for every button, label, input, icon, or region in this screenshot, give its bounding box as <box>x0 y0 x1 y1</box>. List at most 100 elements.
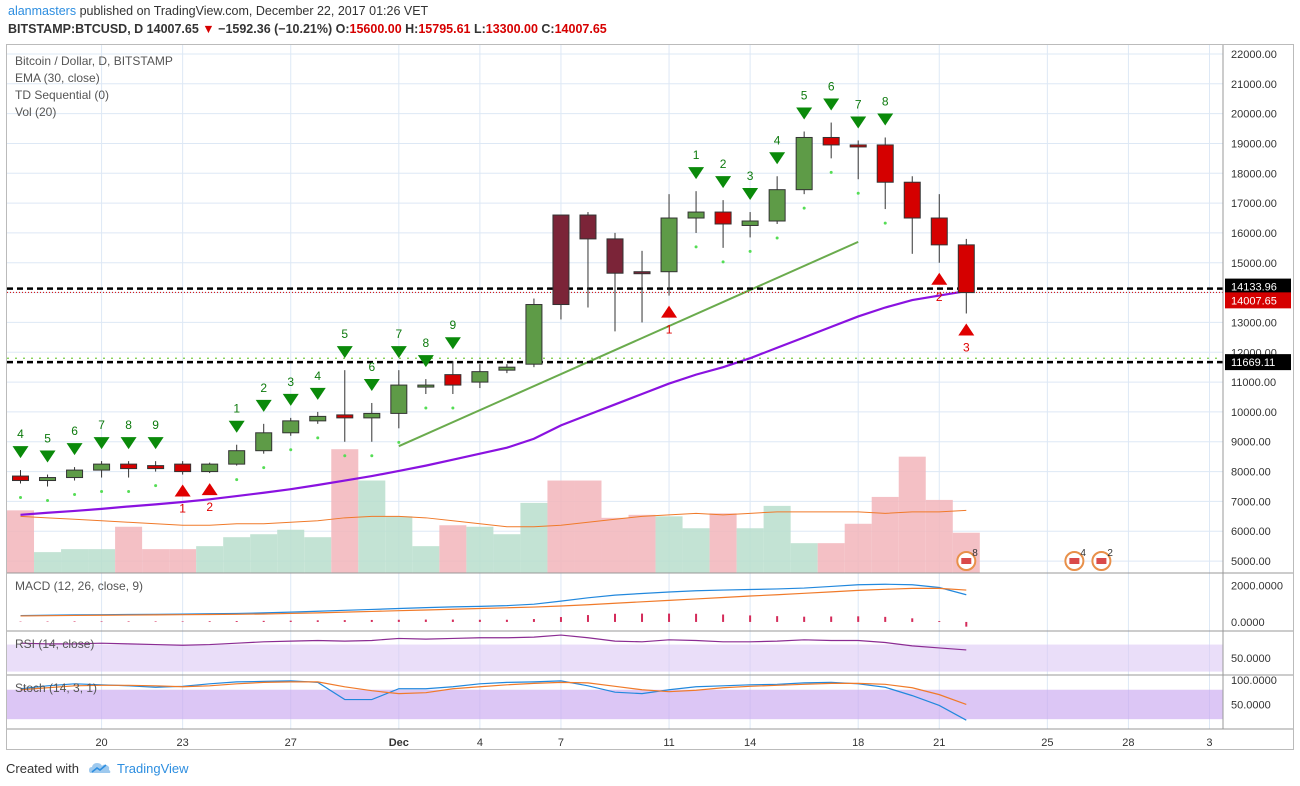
td-dot <box>775 236 779 240</box>
time-tick-label: 25 <box>1041 737 1053 749</box>
td-sell-count: 1 <box>693 148 700 162</box>
price-change: −1592.36 (−10.21%) <box>218 22 333 36</box>
event-flag-stripe <box>1096 558 1107 564</box>
level-badge <box>1225 278 1291 295</box>
td-buy-triangle <box>174 484 191 497</box>
price-tick-label: 20000.00 <box>1231 109 1277 121</box>
created-with-text: Created with <box>6 761 79 776</box>
td-sell-triangle <box>39 450 56 463</box>
price-tick-label: 17000.00 <box>1231 198 1277 210</box>
td-sell-count: 6 <box>828 80 835 94</box>
candle-body <box>417 384 435 388</box>
rsi-legend: RSI (14, close) <box>15 637 94 651</box>
tradingview-link[interactable]: TradingView <box>117 761 189 776</box>
td-dot <box>397 440 401 444</box>
macd-line <box>20 583 967 617</box>
td-dot <box>370 454 374 458</box>
level-badge <box>1225 292 1291 309</box>
author-link[interactable]: alanmasters <box>8 4 77 18</box>
macd-tick-label: 2000.0000 <box>1231 581 1283 593</box>
published-text: published on TradingView.com, December 2… <box>79 4 429 18</box>
volume-bar <box>871 496 899 573</box>
rsi-band <box>7 644 1223 672</box>
level-badge-label: 14133.96 <box>1231 282 1277 294</box>
volume-bar <box>304 537 332 573</box>
price-tick-label: 18000.00 <box>1231 168 1277 180</box>
candle-body <box>660 217 678 273</box>
legend-indicator: Vol (20) <box>15 105 56 119</box>
price-tick-label: 13000.00 <box>1231 317 1277 329</box>
candle-body <box>795 136 813 191</box>
macd-tick-label: 0.0000 <box>1231 617 1265 629</box>
td-sell-triangle <box>147 437 164 450</box>
price-tick-label: 22000.00 <box>1231 49 1277 61</box>
td-sell-triangle <box>850 116 867 129</box>
volume-bar <box>196 546 224 573</box>
td-dot <box>343 454 347 458</box>
candle-body <box>255 432 273 452</box>
rsi-tick-label: 50.0000 <box>1231 653 1271 665</box>
td-sell-triangle <box>336 346 353 359</box>
volume-bar <box>844 523 872 573</box>
event-flag-stripe <box>961 558 972 564</box>
price-tick-label: 7000.00 <box>1231 496 1271 508</box>
volume-bar <box>142 549 170 573</box>
td-sell-triangle <box>12 446 29 459</box>
candle-body <box>498 366 516 371</box>
td-dot <box>451 406 455 410</box>
time-tick-label: 4 <box>477 737 483 749</box>
td-sell-triangle <box>769 152 786 165</box>
td-sell-count: 3 <box>747 169 754 183</box>
price-tick-label: 19000.00 <box>1231 138 1277 150</box>
volume-bar <box>466 526 494 573</box>
candle-body <box>741 220 759 226</box>
td-dot <box>73 493 77 497</box>
time-tick-label: 27 <box>285 737 297 749</box>
volume-bar <box>682 528 710 573</box>
td-dot <box>154 484 158 488</box>
last-price: 14007.65 <box>146 22 199 36</box>
td-dot <box>424 406 428 410</box>
volume-bar <box>7 510 35 573</box>
td-sell-count: 9 <box>152 418 159 432</box>
candle-body <box>471 371 489 383</box>
td-sell-count: 3 <box>287 375 294 389</box>
volume-bar <box>331 449 359 573</box>
td-sell-count: 4 <box>314 369 321 383</box>
candle-body <box>768 189 786 222</box>
level-badge-label: 14007.65 <box>1231 295 1277 307</box>
footer: Created with TradingView <box>0 750 1300 786</box>
time-tick-label: 11 <box>663 737 674 749</box>
volume-bar <box>250 534 278 573</box>
price-tick-label: 11000.00 <box>1231 377 1276 389</box>
td-sell-count: 7 <box>98 418 105 432</box>
tradingview-cloud-icon <box>89 763 111 773</box>
td-dot <box>721 260 725 264</box>
td-sell-count: 6 <box>368 360 375 374</box>
volume-bar <box>412 546 440 573</box>
td-buy-triangle <box>931 272 948 285</box>
chart-area[interactable]: 4 5 6 7 8 9 1 2 3 4 5 6 7 8 9 1 2 3 4 5 6 7 8 1 2 1 2 3 8 4 2 Bitcoin /… <box>6 44 1294 750</box>
td-sell-triangle <box>228 420 245 433</box>
td-dot <box>262 466 266 470</box>
event-flag-count: 2 <box>1107 548 1113 559</box>
close-label: C: <box>541 22 555 36</box>
candle-body <box>12 475 30 482</box>
candle-body <box>390 384 408 414</box>
candle-body <box>525 304 543 365</box>
stoch-tick-label: 100.0000 <box>1231 675 1277 687</box>
td-buy-count: 3 <box>963 340 970 354</box>
price-tick-label: 15000.00 <box>1231 258 1277 270</box>
volume-bar <box>115 526 143 573</box>
volume-bar <box>493 534 521 573</box>
price-tick-label: 5000.00 <box>1231 556 1271 568</box>
td-sell-triangle <box>282 393 299 406</box>
td-sell-triangle <box>688 167 705 180</box>
candle-body <box>687 211 705 219</box>
price-tick-label: 16000.00 <box>1231 228 1277 240</box>
td-dot <box>829 170 833 174</box>
volume-bar <box>790 543 818 573</box>
td-sell-triangle <box>444 337 461 350</box>
volume-bar <box>385 516 413 573</box>
